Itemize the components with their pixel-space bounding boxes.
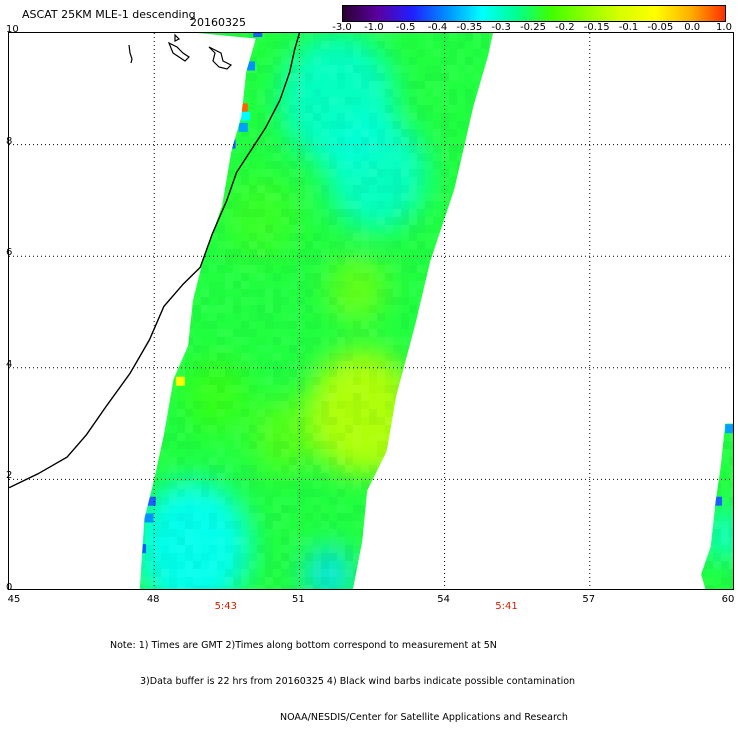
extreme-value-pixel: [246, 61, 255, 71]
wind-swath: [139, 33, 733, 589]
wind-anomaly-region: [393, 453, 419, 483]
colorbar-tick-label: -0.15: [583, 22, 610, 33]
colorbar-fill: [343, 6, 725, 21]
colorbar-tick-label: -3.0: [332, 22, 352, 33]
island-outline: [208, 46, 233, 70]
notes: Note: 1) Times are GMT 2)Times along bot…: [110, 616, 575, 736]
latitude-tick-label: 2: [6, 470, 13, 482]
colorbar-tick-label: -0.3: [491, 22, 511, 33]
longitude-tick-label: 54: [437, 594, 450, 605]
wind-anomaly-region: [328, 256, 387, 324]
product-date: 20160325: [190, 16, 246, 29]
colorbar-gradient: [343, 6, 725, 21]
swath-pixels: [139, 33, 733, 589]
extreme-value-pixel: [226, 139, 236, 149]
extreme-value-pixel: [403, 474, 413, 484]
colorbar-tick-label: -0.35: [456, 22, 483, 33]
extreme-value-pixel: [398, 457, 408, 467]
coastline: [9, 33, 301, 489]
note-line-1: Note: 1) Times are GMT 2)Times along bot…: [110, 640, 497, 651]
latitude-tick-label: 0: [6, 582, 13, 593]
grid-lines: [9, 33, 733, 589]
latitude-tick-label: 6: [6, 247, 13, 259]
extreme-value-pixel: [241, 111, 251, 121]
wind-anomaly-region: [703, 510, 733, 561]
latitude-tick-label: 4: [6, 358, 13, 370]
colorbar-tick-label: -0.4: [427, 22, 448, 33]
colorbar-tick-label: 0.0: [684, 22, 701, 33]
wind-anomaly-region: [252, 397, 318, 473]
pass-time-label: 5:41: [495, 601, 518, 612]
extreme-value-pixel: [713, 496, 723, 506]
island-outline: [174, 33, 181, 42]
island-outline: [167, 41, 190, 62]
colorbar-tick-label: -0.2: [555, 22, 575, 33]
pass-time-label: 5:43: [214, 601, 238, 612]
longitude-tick-label: 48: [146, 594, 160, 605]
colorbar-tick-label: -0.1: [618, 22, 639, 33]
latitude-tick-label: 10: [6, 24, 19, 35]
extreme-value-pixel: [139, 544, 147, 554]
wind-anomaly-region: [224, 175, 297, 259]
wind-anomaly-region: [184, 358, 250, 434]
map-canvas: [9, 33, 733, 589]
longitude-tick-label: 51: [292, 594, 305, 605]
note-line-2: 3)Data buffer is 22 hrs from 20160325 4)…: [140, 676, 576, 687]
map-plot: [8, 32, 734, 590]
extreme-value-pixel: [144, 513, 154, 523]
longitude-tick-label: 60: [721, 594, 735, 605]
extreme-value-pixel: [175, 376, 185, 386]
wind-anomaly-region: [326, 113, 428, 232]
colorbar-tick-label: -0.5: [395, 22, 416, 33]
longitude-tick-label: 45: [7, 594, 21, 605]
colorbar-labels: -3.0 -1.0 -0.5 -0.4 -0.35 -0.3 -0.25 -0.2 -0.15-…: [330, 22, 740, 36]
extreme-value-pixel: [146, 496, 156, 506]
wind-anomaly-region: [139, 479, 251, 589]
islands: [128, 33, 233, 70]
colorbar: [342, 5, 726, 22]
colorbar-tick-label: -0.25: [520, 22, 546, 33]
colorbar-tick-label: -0.05: [647, 22, 674, 33]
product-title: ASCAT 25KM MLE-1 descending: [22, 8, 196, 21]
extreme-value-pixel: [725, 424, 733, 434]
island-outline: [128, 44, 133, 64]
longitude-tick-label: 57: [582, 594, 596, 605]
colorbar-tick-label: 1.0: [716, 22, 732, 33]
extreme-value-pixel: [238, 122, 248, 132]
note-line-3: NOAA/NESDIS/Center for Satellite Applica…: [280, 712, 568, 723]
extreme-value-pixel: [238, 103, 248, 113]
latitude-tick-label: 8: [6, 135, 13, 147]
extreme-value-pixel: [253, 33, 263, 37]
wind-anomaly-region: [303, 544, 354, 589]
colorbar-tick-label: -1.0: [364, 22, 384, 33]
